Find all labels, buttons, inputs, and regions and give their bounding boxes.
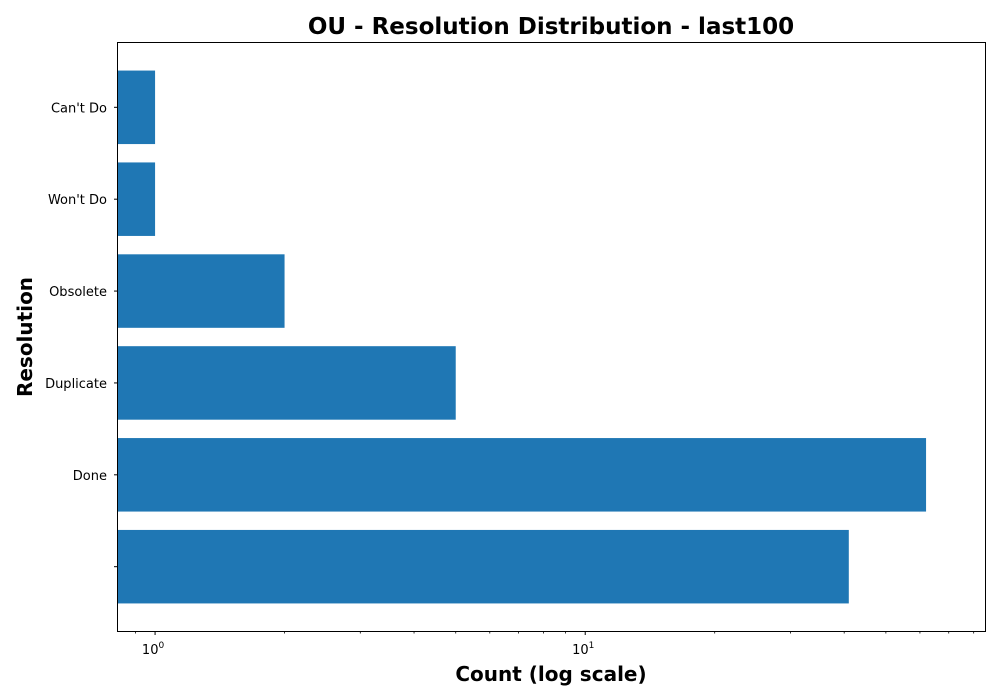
y-tick-label-obsolete: Obsolete <box>49 285 107 300</box>
chart-title: OU - Resolution Distribution - last100 <box>308 14 794 40</box>
bar-blank-0 <box>118 529 849 604</box>
x-tick-label-10-0: 100 <box>142 641 165 658</box>
y-tick-label-can-t-do: Can't Do <box>51 101 107 116</box>
y-axis-ticks: Done Duplicate Obsolete Won't Do Can't Do <box>45 101 118 568</box>
y-tick-label-won-t-do: Won't Do <box>48 193 107 208</box>
plot-frame <box>117 42 986 632</box>
bar-obsolete <box>118 254 285 328</box>
bar-won-t-do <box>118 162 156 236</box>
y-tick-label-done: Done <box>73 469 107 484</box>
x-tick-label-10-1: 101 <box>572 641 594 658</box>
bar-done <box>118 438 927 512</box>
x-axis-label: Count (log scale) <box>455 662 646 686</box>
bars-group <box>118 70 927 604</box>
bar-duplicate <box>118 346 456 420</box>
bar-can-t-do <box>118 70 156 145</box>
x-axis-ticks: 100 101 <box>134 631 975 658</box>
y-axis-label: Resolution <box>13 277 37 397</box>
y-tick-label-duplicate: Duplicate <box>45 377 107 392</box>
